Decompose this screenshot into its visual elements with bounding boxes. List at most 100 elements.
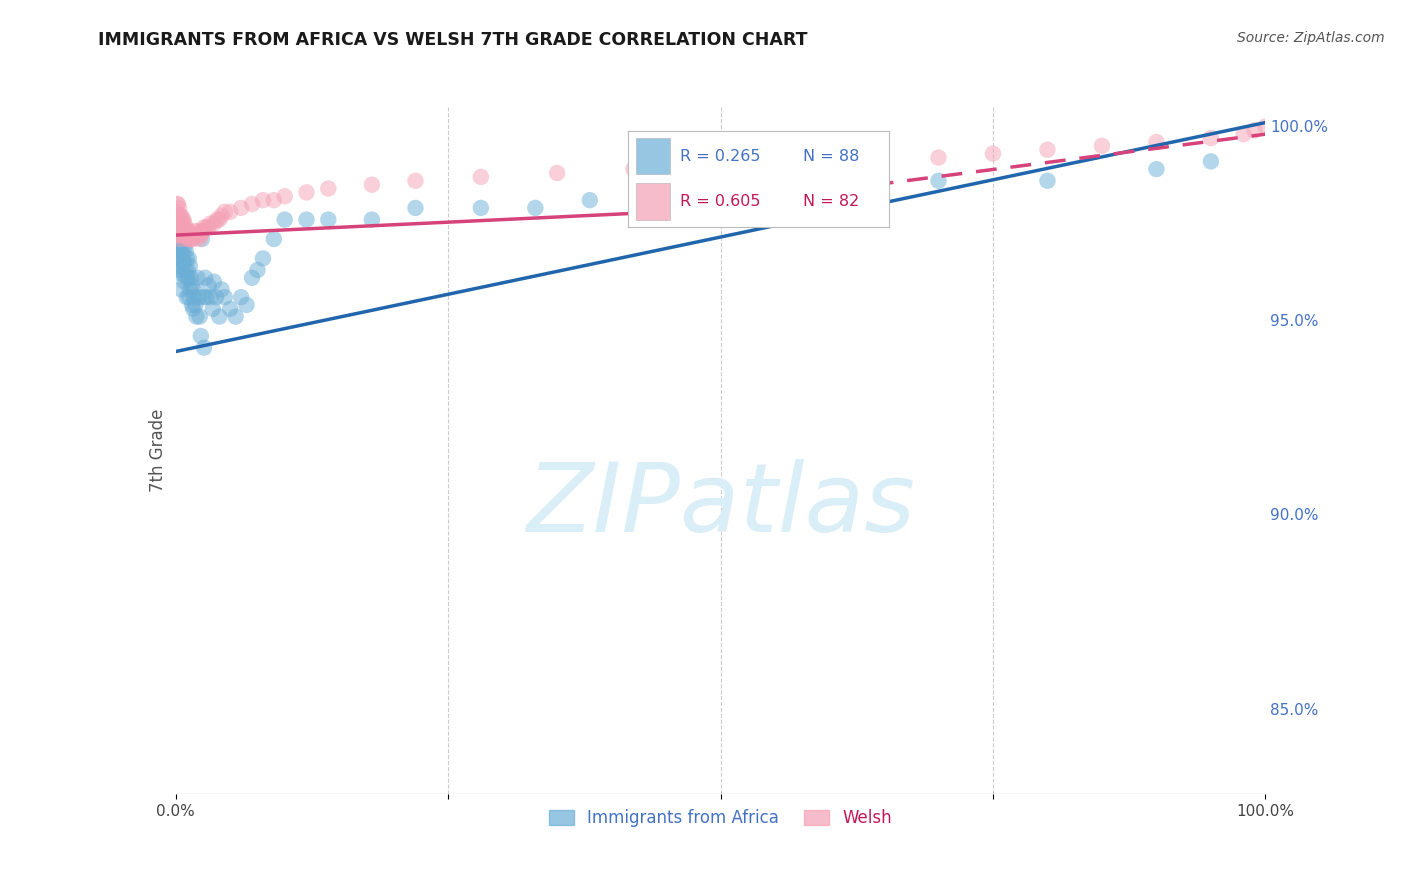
Point: [167, 212, 190, 227]
Point: [174, 244, 197, 258]
Point: [710, 158, 733, 172]
Point: [165, 204, 187, 219]
Point: [197, 220, 219, 235]
Point: [202, 275, 225, 289]
Point: [186, 228, 208, 243]
Point: [170, 228, 193, 243]
Point: [202, 217, 225, 231]
FancyBboxPatch shape: [636, 137, 669, 174]
Point: [172, 235, 194, 250]
Point: [170, 263, 193, 277]
Point: [172, 267, 194, 281]
Point: [177, 232, 200, 246]
Point: [184, 298, 207, 312]
Point: [167, 228, 190, 243]
Point: [184, 224, 207, 238]
Point: [176, 270, 198, 285]
Point: [621, 162, 644, 177]
Point: [177, 224, 200, 238]
Point: [1199, 154, 1222, 169]
Point: [405, 174, 427, 188]
Point: [170, 244, 193, 258]
Text: IMMIGRANTS FROM AFRICA VS WELSH 7TH GRADE CORRELATION CHART: IMMIGRANTS FROM AFRICA VS WELSH 7TH GRAD…: [98, 31, 808, 49]
Point: [180, 228, 202, 243]
Point: [166, 209, 188, 223]
Point: [231, 290, 253, 304]
Point: [166, 197, 188, 211]
Point: [181, 282, 204, 296]
Point: [173, 240, 195, 254]
Point: [205, 212, 228, 227]
Point: [170, 282, 193, 296]
Point: [405, 201, 427, 215]
Text: ZIPatlas: ZIPatlas: [526, 458, 915, 552]
Point: [470, 169, 492, 184]
Point: [240, 197, 263, 211]
Point: [174, 220, 197, 235]
Point: [318, 212, 340, 227]
Point: [201, 301, 224, 316]
Point: [186, 310, 208, 324]
Point: [167, 220, 190, 235]
Point: [167, 220, 190, 235]
Point: [179, 232, 201, 246]
Point: [211, 209, 233, 223]
Point: [295, 212, 318, 227]
Point: [928, 174, 950, 188]
Point: [1254, 120, 1277, 134]
Point: [177, 270, 200, 285]
Point: [176, 290, 198, 304]
Point: [231, 201, 253, 215]
Text: N = 82: N = 82: [803, 194, 859, 209]
Point: [818, 154, 841, 169]
Point: [180, 270, 202, 285]
Point: [360, 212, 382, 227]
Point: [166, 220, 188, 235]
Y-axis label: 7th Grade: 7th Grade: [149, 409, 167, 492]
Point: [579, 193, 602, 207]
Point: [191, 290, 214, 304]
Point: [172, 247, 194, 261]
Point: [167, 209, 190, 223]
Point: [169, 235, 191, 250]
Point: [172, 212, 194, 227]
Point: [1036, 174, 1059, 188]
Point: [190, 228, 212, 243]
Point: [186, 224, 209, 238]
Point: [818, 186, 841, 200]
Point: [240, 270, 263, 285]
Point: [169, 217, 191, 231]
Point: [181, 232, 204, 246]
Point: [470, 201, 492, 215]
Point: [181, 232, 204, 246]
Point: [1144, 135, 1167, 149]
Point: [176, 224, 198, 238]
Point: [205, 290, 228, 304]
Point: [195, 220, 218, 235]
Point: [176, 252, 198, 266]
Point: [193, 341, 215, 355]
Point: [166, 235, 188, 250]
Point: [172, 255, 194, 269]
Point: [191, 224, 214, 238]
Point: [173, 255, 195, 269]
Point: [194, 270, 217, 285]
Point: [763, 186, 786, 200]
Point: [246, 263, 269, 277]
Legend: Immigrants from Africa, Welsh: Immigrants from Africa, Welsh: [543, 802, 898, 834]
Point: [167, 259, 190, 273]
Point: [1232, 127, 1256, 141]
Point: [170, 228, 193, 243]
Point: [191, 232, 214, 246]
Point: [252, 252, 274, 266]
Point: [295, 186, 318, 200]
Point: [177, 252, 200, 266]
Point: [172, 220, 194, 235]
Point: [177, 232, 200, 246]
Point: [200, 217, 222, 231]
Point: [167, 244, 190, 258]
Point: [197, 278, 219, 293]
Point: [211, 282, 233, 296]
Point: [177, 263, 200, 277]
Point: [1091, 139, 1114, 153]
